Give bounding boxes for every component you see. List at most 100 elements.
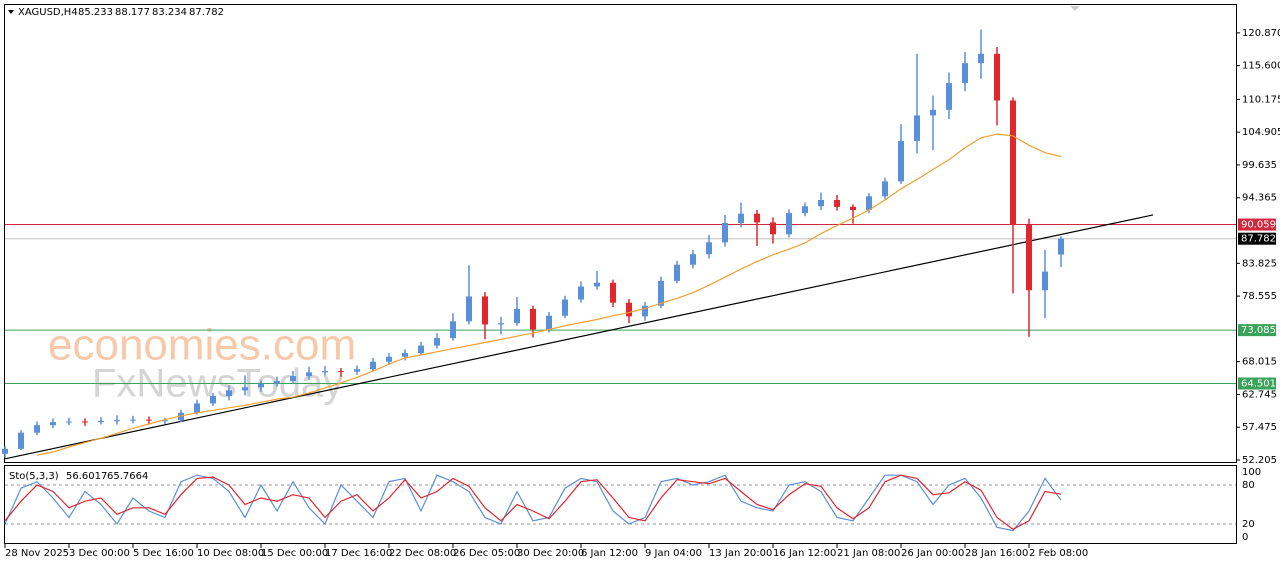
stoch-k-value: 56.6017 [66,471,107,482]
candle-body [114,420,120,422]
x-tick-label: 22 Dec 08:00 [389,548,456,559]
candle-body [498,323,504,325]
scroll-marker [1070,6,1080,11]
candle-body [594,282,600,287]
candle-body [626,302,632,317]
candle-body [34,425,40,433]
candle-body [978,53,984,64]
y-tick-label: 120.870 [1242,28,1280,39]
candle-body [882,181,888,197]
x-tick-label: 10 Dec 08:00 [197,548,264,559]
candle-body [322,371,328,373]
level-label: 73.085 [1241,325,1276,336]
candle-body [930,109,936,116]
candle-body [722,223,728,243]
x-tick-label: 26 Jan 00:00 [901,548,964,559]
candle-body [1058,238,1064,255]
candle-body [162,420,168,422]
y-tick-label: 57.475 [1242,422,1277,433]
x-tick-label: 2 Feb 08:00 [1029,548,1088,559]
candle-body [642,305,648,317]
symbol: XAGUSD,H4 [18,7,78,18]
candle-body [274,381,280,384]
x-tick-label: 15 Dec 00:00 [261,548,328,559]
candle-body [306,372,312,377]
candle-body [418,345,424,354]
level-label-bg [1238,377,1276,390]
y-tick-label: 83.825 [1242,258,1277,269]
candle-body [242,387,248,391]
candle-body [338,371,344,373]
trendline [4,214,1154,460]
candle-body [226,390,232,396]
candle-body [610,282,616,303]
x-tick-label: 13 Jan 20:00 [709,548,772,559]
y-tick-label: 78.555 [1242,291,1277,302]
candle-body [770,222,776,235]
current-price-label: 87.782 [1241,234,1276,245]
candle-body [386,356,392,362]
candle-body [66,421,72,423]
candle-body [818,200,824,207]
candle-body [802,206,808,214]
candle-body [258,383,264,388]
candle-body [674,264,680,281]
candle-body [1042,271,1048,291]
candle-body [962,63,968,84]
stoch-tick-label: 0 [1242,532,1248,543]
ohlc-high: 88.177 [115,7,150,18]
x-tick-label: 26 Dec 05:00 [453,548,520,559]
candle-body [562,299,568,316]
current-price-bg [1238,232,1276,245]
candle-body [1026,224,1032,291]
candle-body [546,315,552,330]
candle-body [50,422,56,426]
stoch-line [4,474,1062,531]
stoch-tick-label: 80 [1242,480,1255,491]
candle-body [98,420,104,423]
candle-body [210,395,216,404]
stoch-d-value: 65.7664 [107,471,148,482]
watermark: economies.com [48,321,356,370]
x-tick-label: 5 Dec 16:00 [133,548,194,559]
candle-body [866,196,872,210]
candle-body [1010,100,1016,225]
level-label: 90.059 [1241,220,1276,231]
candle-body [946,83,952,110]
candle-body [786,213,792,235]
moving-average [36,133,1062,456]
candle-body [146,419,152,421]
x-tick-label: 21 Jan 08:00 [837,548,900,559]
candle-body [658,280,664,306]
candle-body [290,376,296,382]
candle-body [450,321,456,339]
candle-body [914,115,920,141]
x-tick-label: 3 Dec 00:00 [69,548,130,559]
stoch-tick-label: 100 [1242,467,1261,478]
level-label-bg [1238,218,1276,231]
candle-body [738,213,744,224]
candle-body [578,286,584,300]
candle-body [690,254,696,265]
x-tick-label: 28 Nov 2025 [5,548,69,559]
y-tick-label: 94.365 [1242,193,1277,204]
y-tick-label: 115.600 [1242,61,1280,72]
level-label-bg [1238,324,1276,337]
menu-arrow[interactable] [8,10,14,14]
ohlc-open: 85.233 [78,7,113,18]
x-tick-label: 17 Dec 16:00 [325,548,392,559]
candle-body [82,421,88,423]
stoch-line [4,474,1062,532]
y-tick-label: 99.635 [1242,160,1277,171]
x-tick-label: 9 Jan 04:00 [645,548,702,559]
candle-body [2,448,8,454]
ohlc-low: 83.234 [152,7,187,18]
candle-body [530,308,536,330]
y-tick-label: 104.905 [1242,127,1280,138]
candle-body [466,296,472,322]
level-label: 64.501 [1241,379,1276,390]
x-tick-label: 28 Jan 16:00 [965,548,1028,559]
candle-body [994,53,1000,101]
candle-body [754,213,760,223]
